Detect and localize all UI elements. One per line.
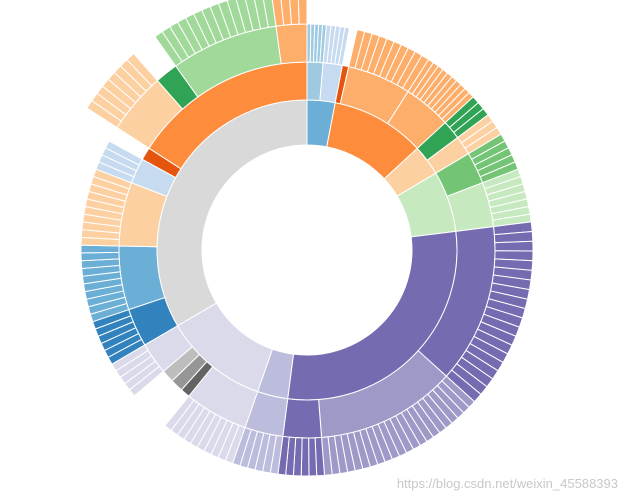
leaf-segment — [308, 437, 318, 477]
segment — [282, 398, 323, 439]
watermark: https://blog.csdn.net/weixin_45588393 — [397, 476, 618, 491]
leaf-segment — [80, 251, 120, 262]
leaf-segment — [494, 240, 534, 252]
segment — [275, 23, 308, 65]
leaf-segment — [297, 0, 308, 25]
